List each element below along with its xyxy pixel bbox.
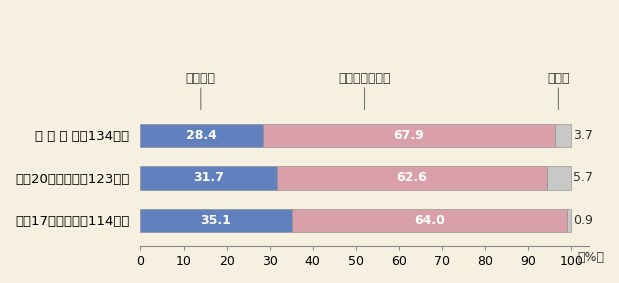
Bar	[141, 166, 277, 190]
Text: 5.7: 5.7	[573, 171, 594, 184]
Text: （%）: （%）	[578, 251, 605, 264]
Bar	[141, 209, 292, 232]
Text: 無回答: 無回答	[547, 72, 569, 110]
Text: 28.4: 28.4	[186, 129, 217, 142]
Text: 相談した: 相談した	[186, 72, 216, 110]
Bar	[292, 209, 568, 232]
Text: 35.1: 35.1	[201, 214, 232, 227]
Text: 相談しなかった: 相談しなかった	[338, 72, 391, 110]
Bar	[547, 166, 571, 190]
Bar	[263, 123, 555, 147]
Bar	[141, 123, 263, 147]
Text: 64.0: 64.0	[414, 214, 445, 227]
Text: 67.9: 67.9	[394, 129, 425, 142]
Text: 0.9: 0.9	[573, 214, 594, 227]
Text: 31.7: 31.7	[193, 171, 224, 184]
Bar	[277, 166, 547, 190]
Bar	[555, 123, 571, 147]
Text: 3.7: 3.7	[573, 129, 594, 142]
Bar	[568, 209, 571, 232]
Text: 62.6: 62.6	[397, 171, 427, 184]
